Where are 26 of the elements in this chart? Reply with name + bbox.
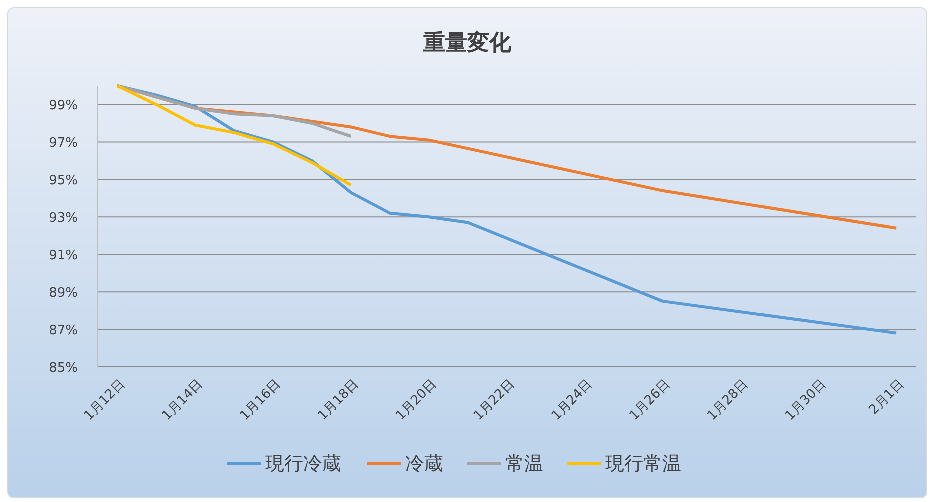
x-tick-label: 1月16日 [238, 377, 284, 424]
y-tick-label: 89% [49, 286, 78, 302]
x-tick-label: 1月20日 [393, 377, 440, 424]
y-tick-label: 85% [49, 361, 78, 376]
y-tick-label: 95% [49, 174, 78, 189]
x-tick-label: 1月26日 [627, 377, 674, 424]
legend-label: 冷蔵 [406, 453, 444, 475]
y-tick-label: 97% [49, 136, 78, 152]
y-tick-label: 99% [49, 98, 78, 114]
x-tick-label: 1月22日 [471, 377, 518, 424]
legend-label: 現行冷蔵 [266, 453, 342, 475]
y-tick-label: 91% [49, 248, 78, 264]
x-tick-label: 1月30日 [782, 377, 830, 424]
x-tick-label: 1月24日 [549, 377, 596, 424]
x-tick-label: 1月14日 [160, 377, 206, 424]
chart-title: 重量変化 [422, 30, 512, 56]
x-tick-label: 1月28日 [704, 377, 752, 424]
x-tick-label: 1月12日 [82, 377, 128, 424]
y-tick-label: 93% [49, 211, 78, 226]
y-tick-label: 87% [49, 324, 78, 339]
legend-label: 現行常温 [606, 453, 682, 475]
line-series [116, 84, 353, 138]
legend-label: 常温 [506, 453, 544, 475]
x-tick-label: 1月18日 [315, 377, 362, 424]
line-series [116, 84, 353, 187]
x-tick-label: 2月1日 [866, 377, 908, 418]
